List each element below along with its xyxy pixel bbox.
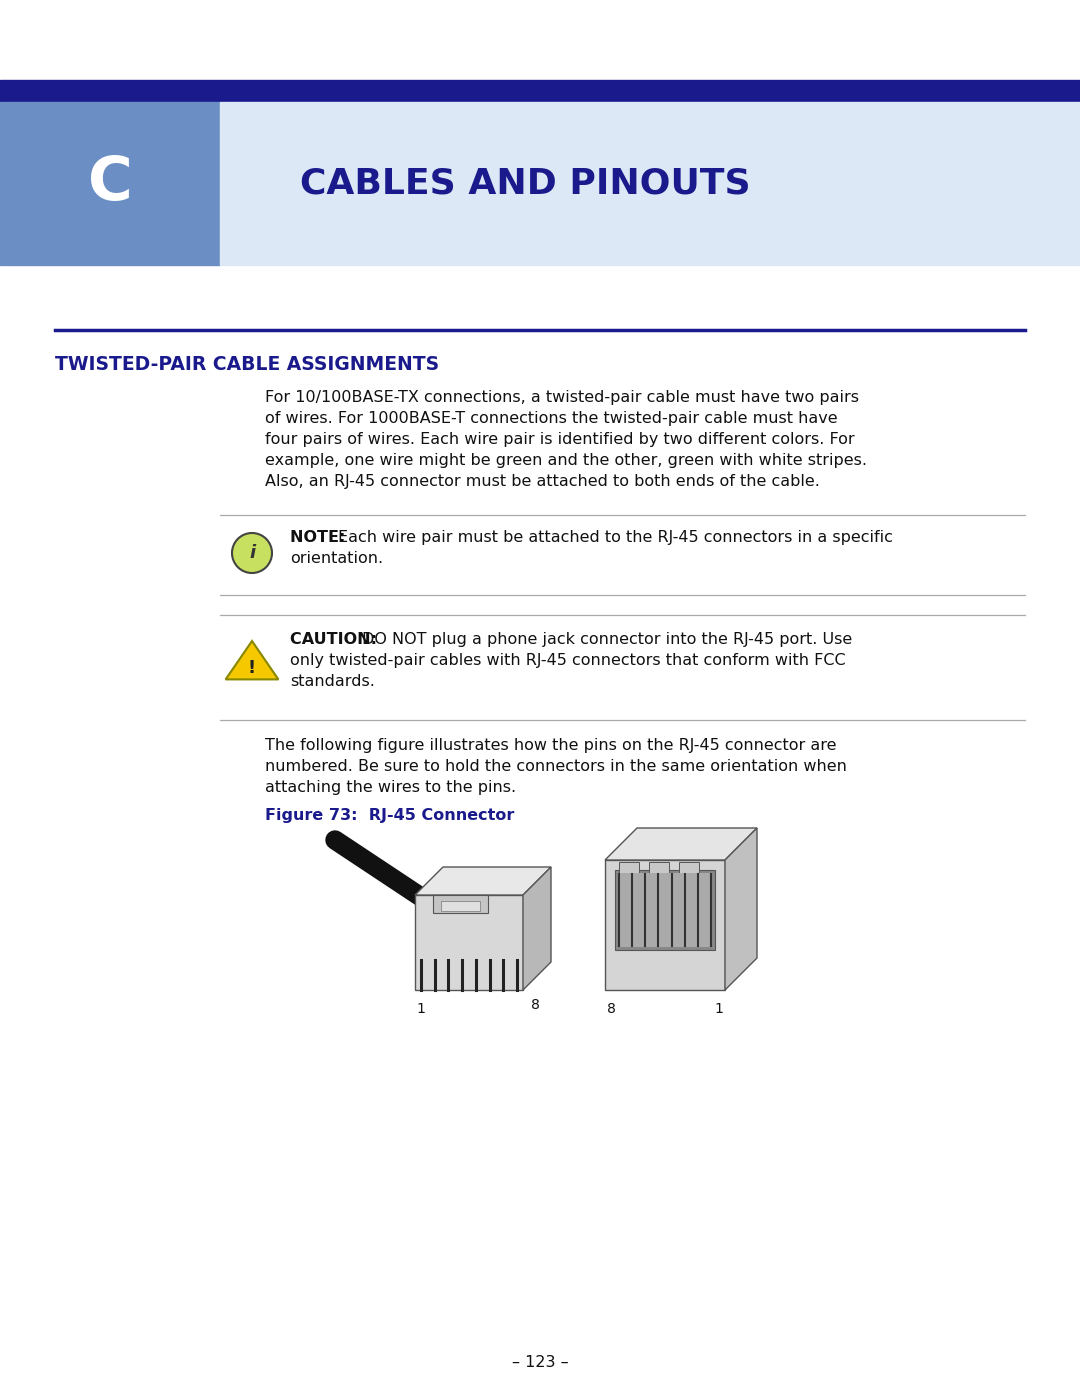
Polygon shape <box>415 895 523 990</box>
Polygon shape <box>226 641 279 679</box>
Text: 8: 8 <box>607 1002 616 1016</box>
Text: only twisted-pair cables with RJ-45 connectors that conform with FCC: only twisted-pair cables with RJ-45 conn… <box>291 652 846 668</box>
Polygon shape <box>523 868 551 990</box>
Bar <box>441 901 480 911</box>
Polygon shape <box>415 868 551 895</box>
Text: Each wire pair must be attached to the RJ-45 connectors in a specific: Each wire pair must be attached to the R… <box>338 529 893 545</box>
Text: Also, an RJ-45 connector must be attached to both ends of the cable.: Also, an RJ-45 connector must be attache… <box>265 474 820 489</box>
Text: four pairs of wires. Each wire pair is identified by two different colors. For: four pairs of wires. Each wire pair is i… <box>265 432 854 447</box>
Text: The following figure illustrates how the pins on the RJ-45 connector are: The following figure illustrates how the… <box>265 738 837 753</box>
Text: CAUTION:: CAUTION: <box>291 631 382 647</box>
Text: 1: 1 <box>715 1002 724 1016</box>
Text: – 123 –: – 123 – <box>512 1355 568 1370</box>
Text: numbered. Be sure to hold the connectors in the same orientation when: numbered. Be sure to hold the connectors… <box>265 759 847 774</box>
Bar <box>0 80 1080 102</box>
Polygon shape <box>605 828 757 861</box>
Text: DO NOT plug a phone jack connector into the RJ-45 port. Use: DO NOT plug a phone jack connector into … <box>362 631 852 647</box>
Text: !: ! <box>248 659 256 678</box>
Bar <box>619 862 639 877</box>
Bar <box>220 102 1080 265</box>
Text: standards.: standards. <box>291 673 375 689</box>
Text: attaching the wires to the pins.: attaching the wires to the pins. <box>265 780 516 795</box>
Bar <box>433 895 488 914</box>
Text: orientation.: orientation. <box>291 550 383 566</box>
Bar <box>679 862 699 877</box>
Bar <box>615 870 715 950</box>
Text: NOTE:: NOTE: <box>291 529 351 545</box>
Polygon shape <box>725 828 757 990</box>
Text: CABLES AND PINOUTS: CABLES AND PINOUTS <box>300 166 751 201</box>
Text: 8: 8 <box>530 997 539 1011</box>
Text: of wires. For 1000BASE-T connections the twisted-pair cable must have: of wires. For 1000BASE-T connections the… <box>265 411 838 426</box>
Text: 1: 1 <box>417 1002 426 1016</box>
Bar <box>649 862 669 877</box>
Text: example, one wire might be green and the other, green with white stripes.: example, one wire might be green and the… <box>265 453 867 468</box>
Circle shape <box>232 534 272 573</box>
Text: i: i <box>248 543 255 562</box>
Bar <box>0 102 220 265</box>
Text: For 10/100BASE-TX connections, a twisted-pair cable must have two pairs: For 10/100BASE-TX connections, a twisted… <box>265 390 859 405</box>
Polygon shape <box>605 861 725 990</box>
Text: C: C <box>87 154 133 212</box>
Text: Figure 73:  RJ-45 Connector: Figure 73: RJ-45 Connector <box>265 807 514 823</box>
Bar <box>618 873 712 947</box>
Text: TWISTED-PAIR CABLE ASSIGNMENTS: TWISTED-PAIR CABLE ASSIGNMENTS <box>55 355 440 374</box>
